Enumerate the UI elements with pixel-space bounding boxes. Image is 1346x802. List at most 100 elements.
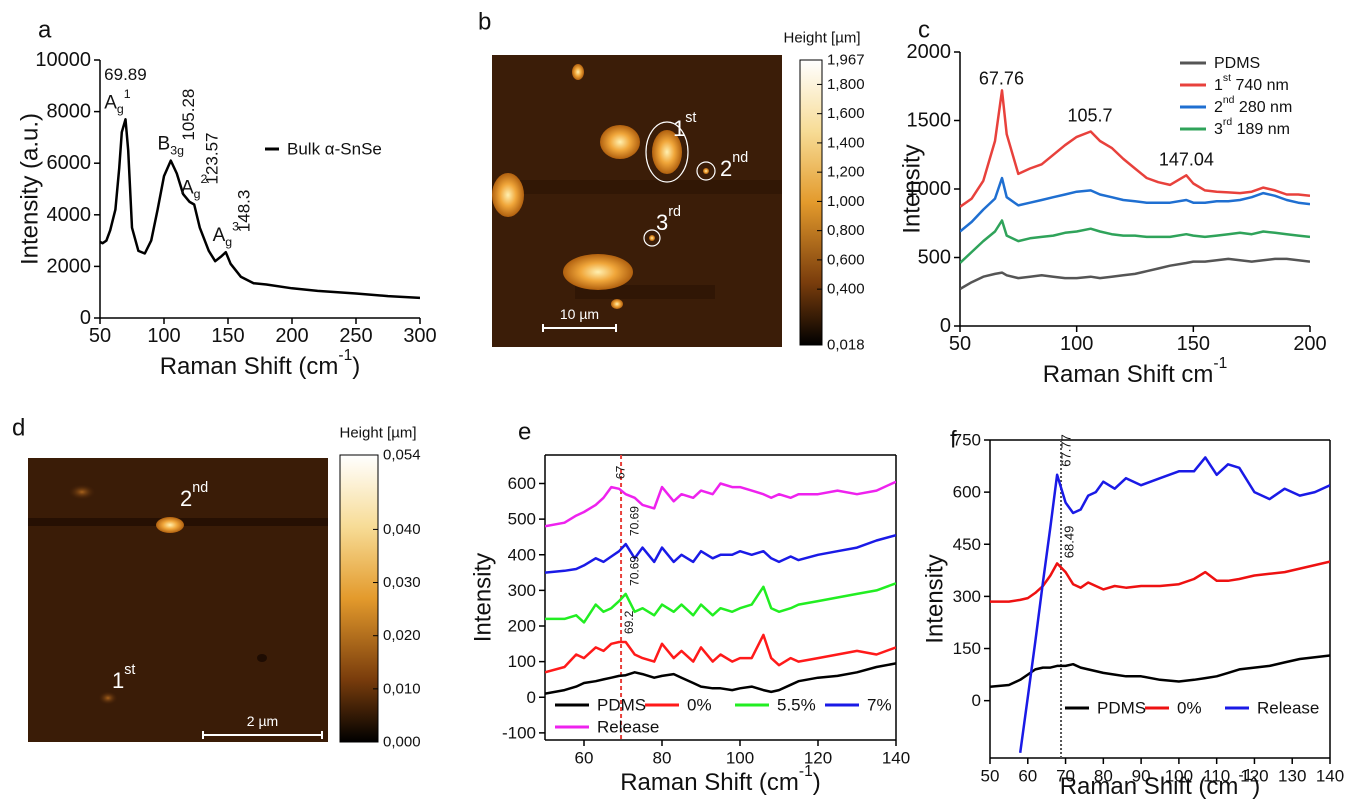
colorbar-tick-label: 0,040 [383,521,421,538]
y-tick-label: 450 [953,535,981,554]
x-tick-label: 90 [1132,767,1151,786]
colorbar-tick-label: 0,054 [383,447,421,464]
legend-label-text: 2 [1214,99,1223,116]
particle-label-text: 2 [720,156,732,181]
y-tick-label: 0 [972,691,981,710]
colorbar-tick-label: 1,000 [827,193,865,210]
x-tick-label: 140 [1316,767,1344,786]
y-tick-label: 6000 [47,152,92,174]
y-tick-label: 400 [508,545,536,564]
colorbar-tick-label: 1,800 [827,76,865,93]
x-tick-label: 130 [1278,767,1306,786]
x-tick-label: 300 [403,325,436,347]
mode-label-sub: g [117,102,124,116]
x-axis-label-text: Raman Shift cm [1043,361,1214,388]
colorbar-tick-label: 0,020 [383,627,421,644]
legend-label: 3rd 189 nm [1214,116,1290,137]
colorbar-tick-label: 0,010 [383,680,421,697]
peak-label: 105.28 [179,89,198,141]
colorbar-tick-label: 0,400 [827,281,865,298]
x-axis-label: Raman Shift cm-1 [1043,355,1228,388]
legend-label-text: 1 [1214,77,1223,94]
legend-label-sup: nd [1223,94,1235,105]
panel-letter: c [918,17,930,44]
x-axis-label: Raman Shift (cm-1) [620,763,821,796]
y-tick-label: 100 [508,652,536,671]
x-axis-label-sup: -1 [338,347,352,364]
mode-label: Ag1 [104,87,131,116]
particle-label-sup: nd [192,480,208,496]
scale-bar-label: 10 µm [560,306,599,322]
panel-letter: e [518,419,531,446]
particle-label: 2nd [720,150,748,180]
x-tick-label: 50 [981,767,1000,786]
afm-image-b [492,55,782,347]
series-line [990,654,1330,689]
y-tick-label: 2000 [907,41,952,63]
x-axis-label-tail: ) [1252,773,1260,800]
mode-label-sub: g [225,235,232,249]
y-tick-label: 300 [508,581,536,600]
y-tick-label: 1500 [907,110,952,132]
x-tick-label: 250 [339,325,372,347]
mode-label-sup: 2 [201,172,208,186]
peak-label: 123.57 [203,132,222,184]
mode-label-sup: 1 [124,87,131,101]
x-tick-label: 200 [275,325,308,347]
colorbar-tick-label: 1,967 [827,52,865,69]
peak-label: 68.49 [1061,526,1076,559]
legend-label: 0% [1177,699,1202,718]
legend-label: PDMS [597,696,646,715]
colorbar-tick-label: 1,400 [827,134,865,151]
series-line [100,118,420,300]
y-axis-label: Intensity [470,553,497,642]
series-line [545,533,896,574]
colorbar-tick-label: 0,600 [827,251,865,268]
y-axis-label: Intensity [922,554,949,643]
panel-letter: f [950,427,957,454]
x-axis-label-sup: -1 [799,763,813,780]
colorbar [799,59,823,346]
x-tick-label: 120 [804,749,832,768]
y-tick-label: 4000 [47,204,92,226]
x-axis-label-tail: ) [352,353,360,380]
legend-label-tail: 740 nm [1231,77,1289,94]
legend-label: 0% [687,696,712,715]
legend-label-sup: rd [1223,116,1232,127]
mode-label-text: B [158,133,171,154]
series-line [960,219,1310,264]
y-tick-label: 1000 [907,178,952,200]
afm-image-d [28,458,328,742]
x-axis-label-text: Raman Shift (cm [620,769,799,796]
x-tick-label: 100 [1165,767,1193,786]
series-line [960,176,1310,233]
mode-label-text: A [104,92,117,113]
colorbar-tick-label: 0,800 [827,222,865,239]
y-tick-label: 8000 [47,101,92,123]
colorbar-tick-label: 0,030 [383,574,421,591]
x-axis-label-tail: ) [813,769,821,796]
peak-label: 70.69 [628,556,642,586]
series-line [960,257,1310,291]
legend-label: 2nd 280 nm [1214,94,1292,115]
series-line [545,633,896,674]
legend-label-text: 3 [1214,121,1223,138]
x-tick-label: 100 [147,325,180,347]
mode-label: Ag2 [181,172,208,201]
y-tick-label: 0 [80,307,91,329]
mode-label: Ag3 [213,220,240,249]
series-line [545,662,896,695]
colorbar-tick-label: 1,200 [827,164,865,181]
particle-label-sup: rd [668,204,681,220]
y-tick-label: 10000 [35,49,91,71]
x-axis-label: Raman Shift (cm-1) [160,347,361,380]
y-tick-label: 750 [953,431,981,450]
legend-label: 1st 740 nm [1214,72,1289,93]
particle-label: 1st [112,662,135,692]
y-tick-label: 200 [508,617,536,636]
colorbar-tick-label: 0,018 [827,337,865,354]
x-tick-label: 50 [949,333,971,355]
colorbar [339,454,379,743]
legend-label-sup: st [1223,72,1231,83]
